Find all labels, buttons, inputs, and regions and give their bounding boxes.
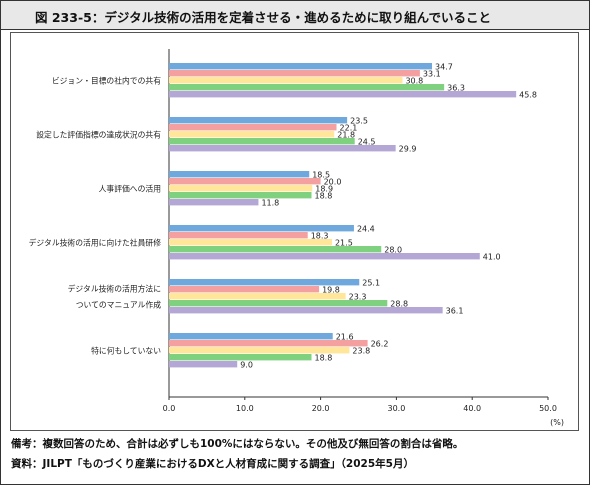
bar-3-5 <box>169 199 259 206</box>
data-label-2-1: 23.5 <box>350 117 368 126</box>
x-tick-label-1: 0.0 <box>163 404 176 413</box>
category-label-3: 人事評価への活用 <box>99 184 161 194</box>
bar-5-4 <box>169 300 388 307</box>
legend-label-1: 従業員全体（n=1,322） <box>146 429 231 430</box>
bar-1-1 <box>169 63 433 70</box>
data-label-3-1: 18.5 <box>312 171 330 180</box>
data-label-6-3: 23.8 <box>352 347 370 356</box>
data-label-3-4: 18.8 <box>315 192 333 201</box>
bar-2-5 <box>169 145 396 152</box>
data-label-6-4: 18.8 <box>315 354 333 363</box>
data-label-5-1: 25.1 <box>362 279 380 288</box>
data-label-1-3: 30.8 <box>405 77 423 86</box>
bar-4-2 <box>169 232 308 239</box>
bar-3-4 <box>169 192 312 199</box>
data-label-3-2: 20.0 <box>324 178 342 187</box>
bar-4-3 <box>169 239 332 246</box>
data-label-6-2: 26.2 <box>371 340 389 349</box>
data-label-1-5: 45.8 <box>519 91 537 100</box>
data-label-2-5: 29.9 <box>399 145 417 154</box>
bar-5-3 <box>169 293 346 300</box>
data-label-6-1: 21.6 <box>336 333 354 342</box>
bar-2-3 <box>169 131 335 138</box>
data-label-2-2: 22.1 <box>340 124 358 133</box>
title-bar: 図 233-5：デジタル技術の活用を定着させる・進めるために取り組んでいること <box>1 1 589 30</box>
data-label-1-2: 33.1 <box>423 70 441 79</box>
x-tick-label-2: 10.0 <box>236 404 254 413</box>
figure-title: 図 233-5：デジタル技術の活用を定着させる・進めるために取り組んでいること <box>35 10 491 25</box>
category-label-6: 特に何もしていない <box>91 346 161 356</box>
bar-chart: 34.733.130.8 36.3 45.8 ビジョン・目標の社内での共有 23.522… <box>29 49 564 453</box>
bar-5-1 <box>169 279 360 286</box>
category-label-5-line2: ついてのマニュアル作成 <box>76 300 161 310</box>
data-label-2-3: 21.8 <box>337 131 355 140</box>
data-label-4-2: 18.3 <box>311 232 329 241</box>
bar-1-5 <box>169 91 517 98</box>
chart-container: 34.7 33.1 30.8 36.3 45.8 ビジョン・目標の社内での共有 23.5 22… <box>10 32 579 453</box>
bar-6-1 <box>169 333 333 340</box>
x-axis-unit: (%) <box>550 418 564 427</box>
data-label-4-5: 41.0 <box>483 253 501 262</box>
bar-3-2 <box>169 178 321 185</box>
data-label-6-5: 9.0 <box>240 361 253 370</box>
x-tick-label-6: 50.0 <box>539 404 557 413</box>
legend-label-3: 従業員51人～100人（n=386） <box>423 429 532 430</box>
data-label-4-3: 21.5 <box>335 239 353 248</box>
data-label-5-2: 19.8 <box>322 286 340 295</box>
data-label-5-3: 23.3 <box>349 293 367 302</box>
bar-4-1 <box>169 225 354 232</box>
data-label-2-4: 24.5 <box>358 138 376 147</box>
bar-1-3 <box>169 77 403 84</box>
x-tick-label-4: 30.0 <box>387 404 405 413</box>
bar-2-4 <box>169 138 355 145</box>
data-label-3-3: 18.9 <box>315 185 333 194</box>
bar-6-2 <box>169 340 368 347</box>
bar-4-4 <box>169 246 382 253</box>
notes-section: 備考：複数回答のため、合計は必ずしも100%にはならない。その他及び無回答の割合… <box>11 434 581 474</box>
data-label-5-4: 28.8 <box>390 300 408 309</box>
data-label-5-5: 36.1 <box>446 307 464 316</box>
category-label-5-line1: デジタル技術の活用方法に <box>68 284 161 294</box>
category-label-4: デジタル技術の活用に向けた社員研修 <box>29 238 162 248</box>
category-label-2: 設定した評価指標の達成状況の共有 <box>36 130 161 140</box>
category-label-1: ビジョン・目標の社内での共有 <box>52 76 161 86</box>
note-remark: 備考：複数回答のため、合計は必ずしも100%にはならない。その他及び無回答の割合… <box>11 438 464 450</box>
bar-6-3 <box>169 347 350 354</box>
bar-2-2 <box>169 124 337 131</box>
bar-1-4 <box>169 84 445 91</box>
legend-label-2: 従業員50人以下（n=420） <box>291 429 386 430</box>
bar-3-3 <box>169 185 313 192</box>
data-label-4-1: 24.4 <box>357 225 375 234</box>
bar-3-1 <box>169 171 310 178</box>
x-tick-label-5: 40.0 <box>463 404 481 413</box>
bar-6-5 <box>169 361 238 368</box>
bar-1-2 <box>169 70 420 77</box>
bar-5-2 <box>169 286 320 293</box>
data-label-3-5: 11.8 <box>261 199 279 208</box>
bar-2-1 <box>169 117 348 124</box>
data-label-4-4: 28.0 <box>384 246 402 255</box>
x-tick-label-3: 20.0 <box>312 404 330 413</box>
data-label-1-4: 36.3 <box>447 84 465 93</box>
data-label-1-1: 34.7 <box>435 63 453 72</box>
bar-4-5 <box>169 253 480 260</box>
bar-6-4 <box>169 354 312 361</box>
bar-5-5 <box>169 307 443 314</box>
note-source: 資料：JILPT「ものづくり産業におけるDXと人材育成に関する調査」（2025年… <box>11 458 414 470</box>
